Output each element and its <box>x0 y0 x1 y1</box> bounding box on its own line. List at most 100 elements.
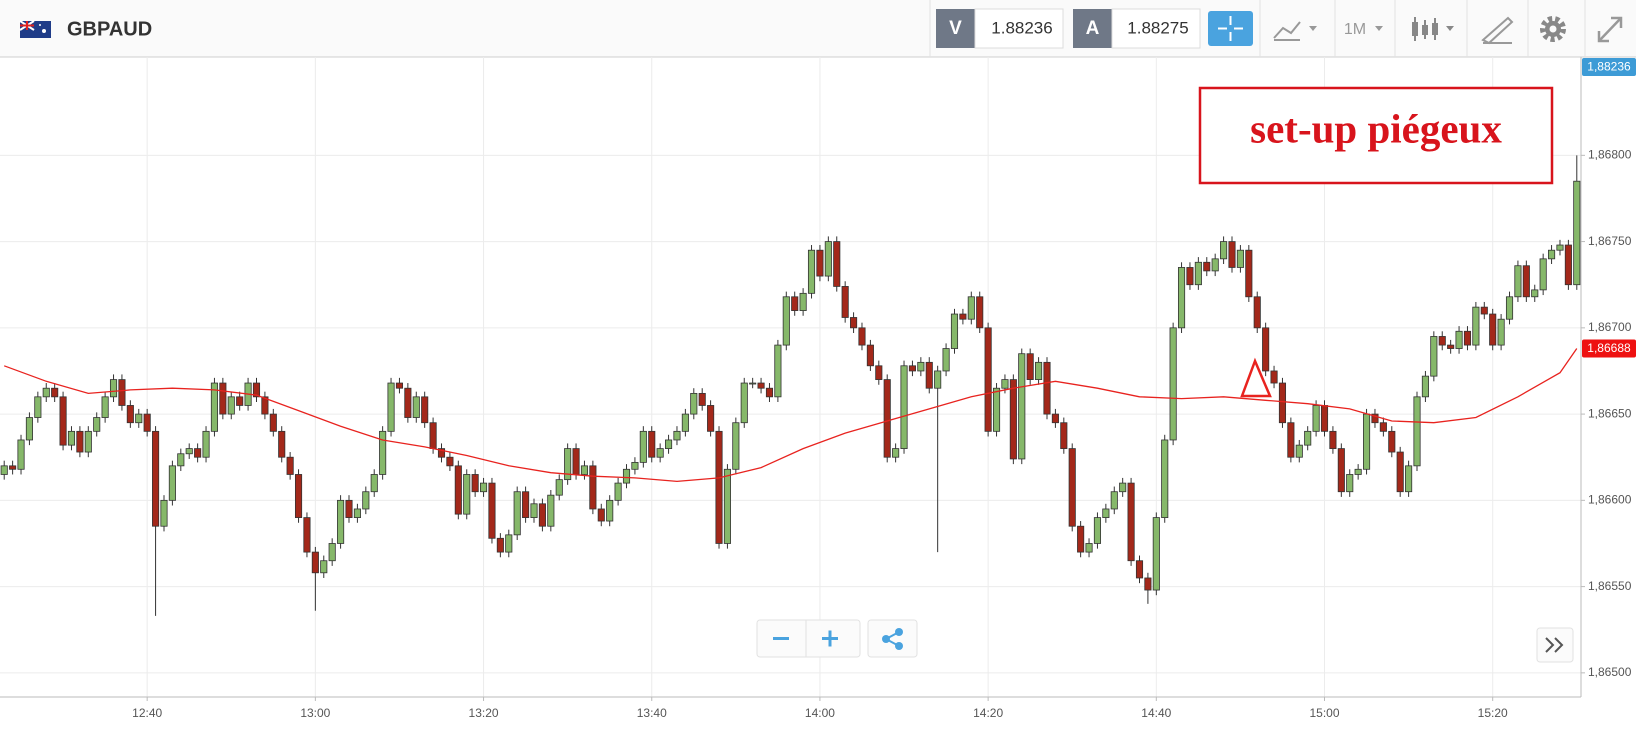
candle-body <box>76 430 84 453</box>
candle-body <box>984 327 992 432</box>
candle-body <box>1119 482 1127 493</box>
candle-body <box>1556 244 1564 251</box>
candle-body <box>210 382 218 432</box>
crosshair-button[interactable] <box>1208 11 1253 46</box>
candle-body <box>1497 318 1505 346</box>
candle-body <box>555 479 563 496</box>
candle-body <box>1060 422 1068 449</box>
candle-body <box>597 508 605 522</box>
candle-body <box>564 448 572 481</box>
candle-body <box>227 396 235 415</box>
price-tag-label: 1,88236 <box>1587 60 1631 74</box>
x-tick-label: 15:00 <box>1309 706 1339 720</box>
candle-body <box>1438 336 1446 346</box>
candle-body <box>51 387 59 398</box>
candle-body <box>765 387 774 398</box>
candle-body <box>126 405 134 424</box>
bid-label[interactable]: V <box>949 18 962 39</box>
draw-button[interactable] <box>1481 16 1514 45</box>
candle-body <box>530 503 538 518</box>
candle-body <box>1514 265 1522 298</box>
candle-body <box>900 365 908 449</box>
flag <box>19 20 51 38</box>
candle-body <box>59 396 67 446</box>
candle-body <box>194 448 202 458</box>
candle-body <box>1236 249 1244 268</box>
zoom-in[interactable] <box>822 630 838 647</box>
fullscreen-button[interactable] <box>1597 16 1623 43</box>
price-tag <box>1582 58 1636 76</box>
candle-body <box>437 448 446 458</box>
candle-body <box>782 296 790 346</box>
candle-body <box>67 430 76 446</box>
candle-body <box>1220 241 1228 260</box>
candle-body <box>942 348 950 372</box>
bid-label-box[interactable] <box>936 9 975 48</box>
candle-body <box>950 313 959 349</box>
candle-body <box>1009 379 1017 460</box>
candle-body <box>648 430 656 458</box>
candle-body <box>1447 344 1455 349</box>
candle-body <box>1522 265 1530 298</box>
candle-body <box>17 439 25 470</box>
x-tick-label: 13:20 <box>469 706 499 720</box>
timeframe[interactable]: 1M <box>1344 21 1366 38</box>
zoom-group <box>756 619 861 658</box>
chart-type-button[interactable] <box>1273 21 1317 41</box>
candle-body <box>1270 370 1278 384</box>
annotation-box <box>1198 86 1554 185</box>
candle-body <box>665 439 673 449</box>
candle-body <box>143 413 151 432</box>
candle-body <box>479 482 488 493</box>
candle-body <box>1093 517 1102 544</box>
candle-body <box>9 465 17 470</box>
y-tick-label: 1,86650 <box>1588 406 1632 420</box>
timeframe-caret[interactable] <box>1375 26 1383 31</box>
candle-body <box>286 456 294 475</box>
price-tag <box>1582 339 1636 358</box>
candle-body <box>1211 258 1219 272</box>
candle-body <box>1295 444 1303 458</box>
candle-body <box>1379 422 1387 432</box>
candle-body <box>118 379 126 406</box>
candle-body <box>421 396 429 424</box>
candle-body <box>1346 474 1354 493</box>
candle-body <box>791 296 799 311</box>
share-button[interactable] <box>867 619 918 658</box>
y-tick-label: 1,86800 <box>1588 148 1632 162</box>
y-tick-label: 1,86700 <box>1588 320 1632 334</box>
x-tick-label: 13:00 <box>300 706 330 720</box>
candle-body <box>1203 261 1211 272</box>
candle-type-button[interactable] <box>1412 17 1454 41</box>
ask-label[interactable]: A <box>1086 18 1100 39</box>
candle-body <box>1262 327 1270 372</box>
candle-body <box>1320 405 1329 432</box>
candle-body <box>463 474 471 515</box>
candle-body <box>1421 375 1429 398</box>
candle-body <box>1354 468 1362 475</box>
candle-body <box>1480 306 1488 315</box>
candle-body <box>395 382 404 389</box>
candle-body <box>320 560 328 574</box>
candle-body <box>1102 508 1110 518</box>
ask-label-box[interactable] <box>1073 9 1112 48</box>
candle-body <box>429 422 437 449</box>
settings-button[interactable] <box>1540 16 1566 42</box>
candle-body <box>547 494 555 527</box>
candle-body <box>908 365 916 372</box>
candle-body <box>269 413 277 432</box>
candle-body <box>1169 327 1177 441</box>
candle-body <box>892 448 900 458</box>
scroll-end-button[interactable] <box>1536 627 1574 663</box>
candle-body <box>639 430 647 463</box>
toolbar <box>0 0 1636 57</box>
x-tick-label: 14:00 <box>805 706 835 720</box>
candle-body <box>1405 465 1413 493</box>
candle-body <box>757 382 765 389</box>
candle-body <box>631 461 639 470</box>
annotation: set-up piégeux <box>1250 105 1502 151</box>
candle-body <box>177 453 185 467</box>
candle-body <box>1337 448 1345 493</box>
candle-body <box>824 241 832 277</box>
candle-body <box>522 491 530 518</box>
